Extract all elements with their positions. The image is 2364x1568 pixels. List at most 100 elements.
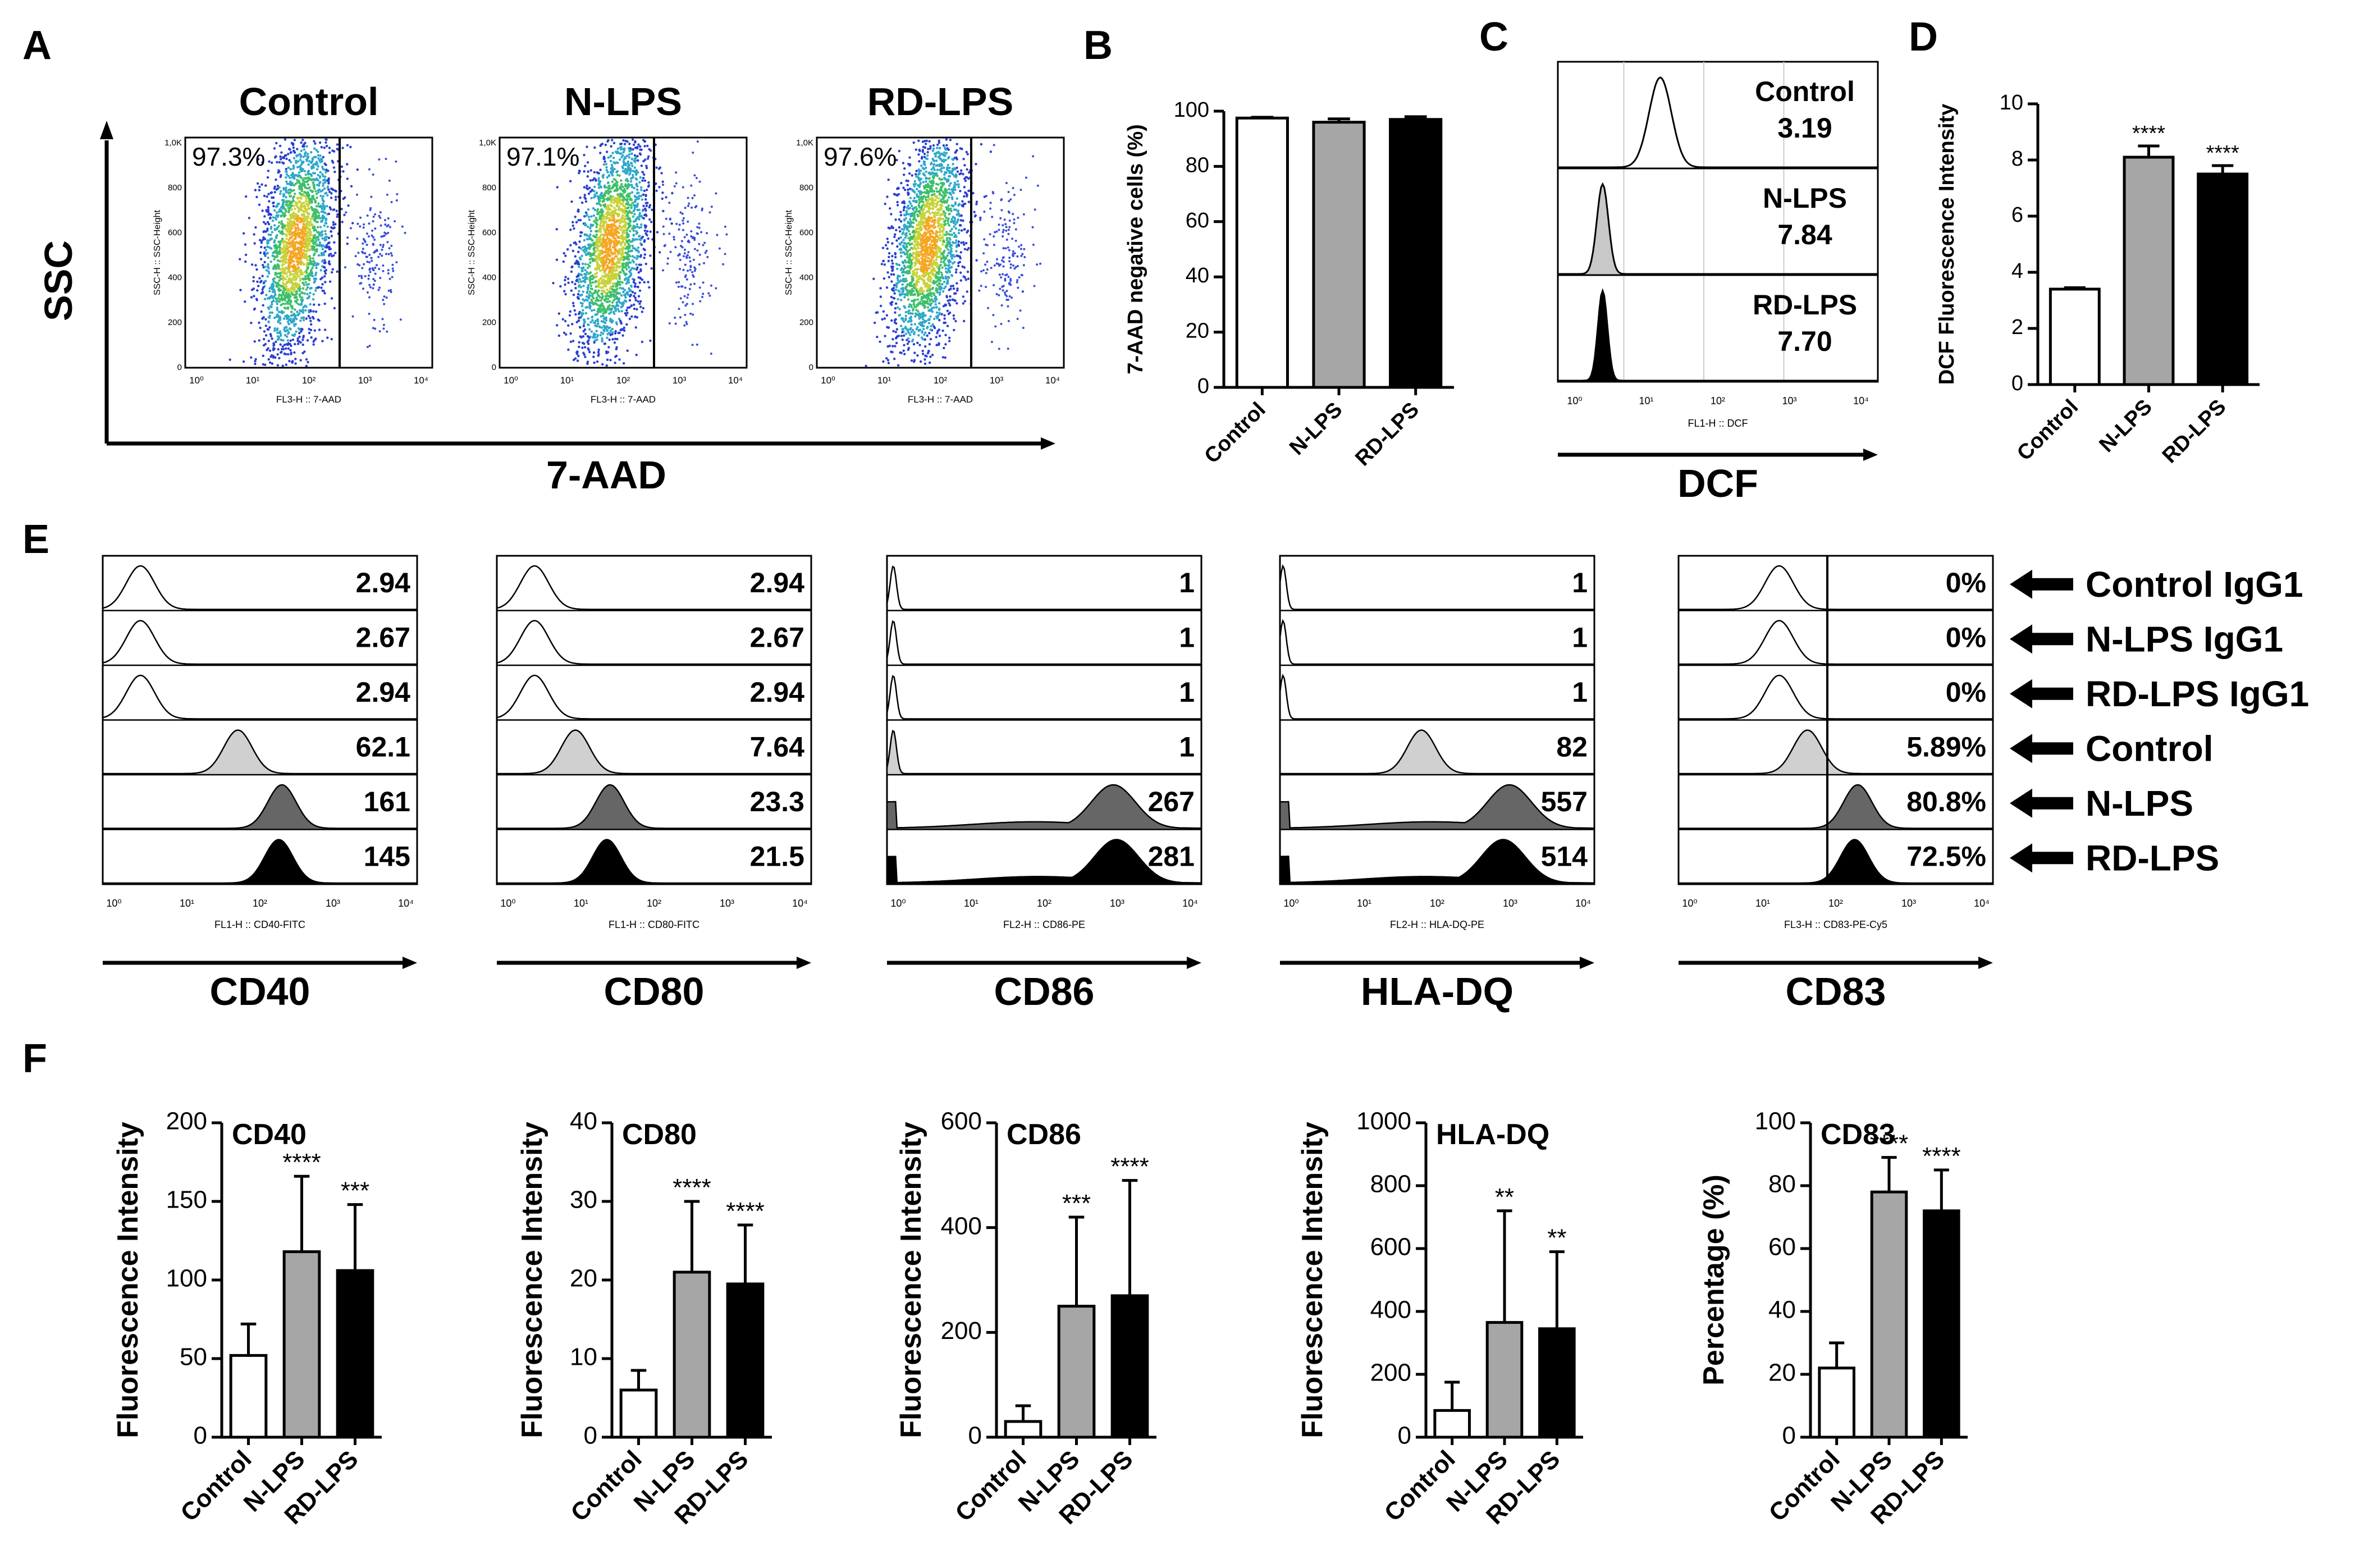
dotplot-event	[296, 268, 300, 271]
dotplot-event	[636, 285, 639, 289]
dotplot-event	[282, 286, 285, 290]
dotplot-event	[388, 247, 391, 250]
dotplot-event	[273, 191, 276, 194]
dotplot-event	[611, 338, 614, 341]
dotplot-event	[596, 335, 599, 339]
dotplot-event	[632, 143, 635, 146]
dotplot-event	[595, 218, 598, 222]
dotplot-event	[277, 263, 280, 267]
dotplot-title: Control	[239, 80, 379, 124]
dotplot-event	[289, 339, 292, 342]
dotplot-event	[317, 262, 320, 266]
dotplot-event	[620, 306, 623, 309]
dotplot-event	[606, 213, 609, 216]
dotplot-event	[624, 185, 627, 188]
dotplot-event	[315, 168, 319, 171]
dotplot-event	[291, 293, 295, 296]
dotplot-event	[683, 248, 686, 251]
dotplot-event	[295, 291, 298, 294]
dotplot-event	[306, 286, 309, 289]
dotplot-event	[266, 245, 269, 248]
dotplot-event	[321, 230, 324, 233]
dotplot-event	[593, 362, 596, 364]
dotplot-event	[934, 303, 938, 306]
dotplot-event	[294, 358, 297, 360]
dotplot-event	[684, 304, 687, 307]
dotplot-event	[319, 161, 322, 163]
dotplot-event	[683, 324, 686, 327]
dotplot-event	[271, 290, 274, 293]
dotplot-event	[307, 183, 309, 186]
dotplot-event	[701, 296, 704, 299]
dotplot-event	[662, 232, 665, 235]
dotplot-event	[377, 289, 380, 291]
dotplot-event	[273, 329, 276, 332]
dotplot-event	[582, 351, 585, 354]
dotplot-event	[632, 234, 635, 237]
dotplot-event	[584, 276, 587, 279]
dotplot-event	[580, 231, 583, 234]
dotplot-event	[600, 191, 603, 195]
dotplot-event	[275, 248, 278, 251]
dotplot-event	[300, 291, 303, 294]
dotplot-event	[369, 267, 372, 270]
dotplot-event	[365, 255, 368, 258]
dotplot-event	[305, 283, 308, 286]
dotplot-event	[605, 258, 608, 262]
dotplot-event	[705, 249, 708, 252]
dotplot-event	[277, 348, 280, 351]
dotplot-event	[630, 267, 633, 270]
dotplot-event	[372, 278, 375, 281]
dotplot-event	[303, 253, 306, 255]
dotplot-event	[289, 303, 292, 306]
dotplot-event	[259, 326, 262, 330]
dotplot-event	[260, 280, 263, 282]
dotplot-event	[295, 330, 298, 333]
dotplot-event	[284, 138, 287, 141]
dotplot-event	[296, 313, 300, 316]
dotplot-event	[643, 145, 646, 148]
dotplot-event	[289, 202, 292, 205]
dotplot-event	[950, 275, 954, 277]
dotplot-event	[298, 180, 300, 184]
dotplot-event	[270, 305, 273, 309]
dotplot-event	[611, 166, 614, 168]
dotplot-event	[602, 305, 605, 308]
dotplot-event	[295, 204, 298, 207]
dotplot-event	[635, 232, 638, 235]
dotplot-event	[636, 266, 639, 269]
dotplot-event	[272, 344, 276, 346]
dotplot-event	[608, 219, 611, 222]
dotplot-event	[260, 245, 263, 249]
dotplot-event	[315, 240, 318, 243]
dotplot-event	[296, 148, 299, 150]
dotplot-event	[300, 250, 303, 253]
dotplot-event	[635, 192, 639, 195]
dotplot-event	[603, 269, 606, 272]
dotplot-event	[666, 262, 669, 265]
dotplot-event	[281, 259, 284, 263]
dotplot-event	[679, 268, 682, 271]
dotplot-event	[277, 300, 280, 303]
dotplot-event	[607, 156, 610, 159]
dotplot-event	[591, 309, 593, 312]
dotplot-event	[258, 203, 261, 206]
dotplot-event	[304, 151, 307, 154]
dotplot-event	[287, 242, 290, 245]
dotplot-event	[626, 349, 629, 352]
dotplot-event	[633, 295, 635, 298]
dotplot-event	[691, 206, 693, 209]
dotplot-event	[552, 282, 555, 285]
dotplot-event	[264, 230, 267, 233]
dotplot-event	[571, 281, 574, 284]
dotplot-event	[340, 165, 344, 168]
dotplot-event	[609, 329, 612, 332]
dotplot-event	[324, 281, 327, 284]
dotplot-event	[363, 223, 365, 226]
dotplot-event	[614, 332, 617, 335]
dotplot-event	[248, 217, 251, 220]
dotplot-event	[637, 255, 640, 258]
dotplot-event	[292, 211, 295, 214]
dotplot-event	[624, 278, 627, 281]
dotplot-event	[285, 234, 288, 237]
